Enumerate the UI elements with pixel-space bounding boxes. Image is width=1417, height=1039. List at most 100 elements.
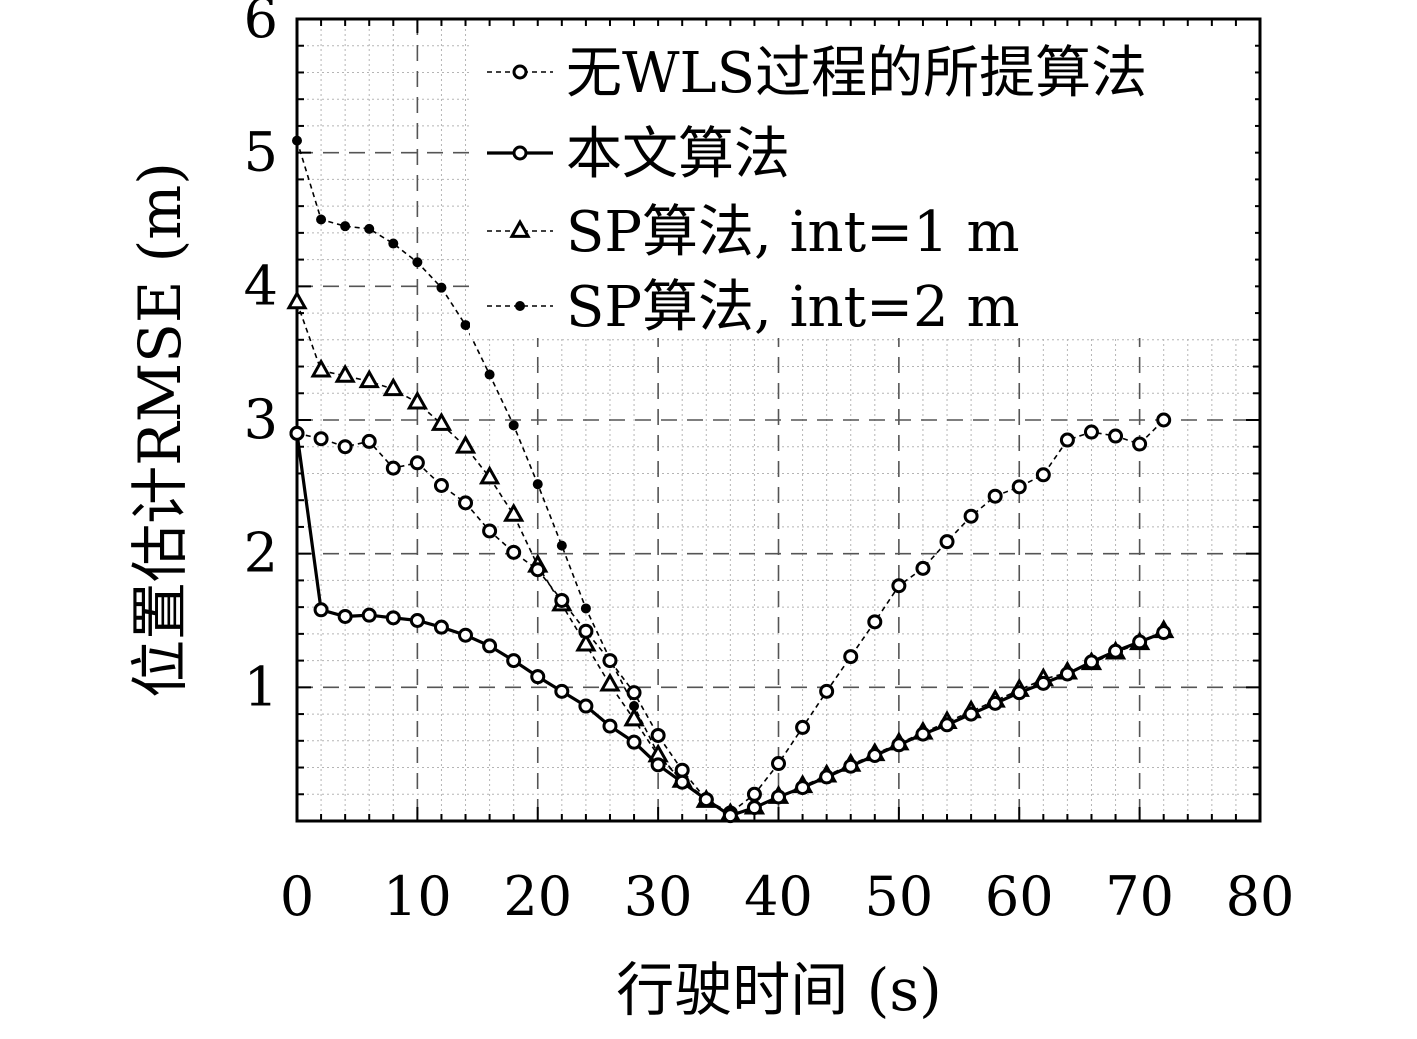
x-tick-label: 30 bbox=[624, 865, 693, 928]
series-3-point bbox=[358, 369, 380, 389]
series-2-point bbox=[722, 808, 738, 824]
series-2-point bbox=[674, 774, 690, 790]
series-1-point bbox=[578, 623, 594, 639]
series-1-point bbox=[313, 431, 329, 447]
x-tick-label: 20 bbox=[503, 865, 572, 928]
series-1-point bbox=[482, 523, 498, 539]
series-1-point bbox=[939, 534, 955, 550]
series-4-point bbox=[316, 214, 327, 225]
x-tick-label: 10 bbox=[383, 865, 452, 928]
series-2-point bbox=[482, 638, 498, 654]
series-2-point bbox=[409, 613, 425, 628]
series-1-point bbox=[843, 649, 859, 665]
series-2-point bbox=[1156, 625, 1172, 641]
series-2-point bbox=[650, 757, 666, 773]
series-4-point bbox=[412, 257, 423, 268]
series-3-point bbox=[334, 363, 356, 383]
series-2-point bbox=[554, 683, 570, 699]
series-2-point bbox=[506, 653, 522, 669]
series-1-point bbox=[385, 460, 401, 476]
series-2-point bbox=[1035, 675, 1051, 691]
x-tick-label: 50 bbox=[865, 865, 934, 928]
series-2-point bbox=[1059, 666, 1075, 682]
series-1-point bbox=[458, 495, 474, 511]
series-1-point bbox=[746, 786, 762, 802]
series-2-point bbox=[313, 602, 329, 618]
legend-label: 本文算法 bbox=[566, 122, 790, 187]
series-2-point bbox=[1108, 643, 1124, 659]
series-1-point bbox=[1132, 436, 1148, 452]
series-2-point bbox=[1011, 685, 1027, 701]
legend-label: 无WLS过程的所提算法 bbox=[566, 41, 1147, 106]
series-2-point bbox=[578, 698, 594, 714]
series-2-point bbox=[458, 627, 474, 643]
series-2-point bbox=[337, 608, 353, 624]
series-1-point bbox=[337, 439, 353, 455]
legend-marker bbox=[509, 218, 531, 238]
series-1-point bbox=[650, 727, 666, 743]
series-1-point bbox=[987, 488, 1003, 504]
series-1-point bbox=[795, 719, 811, 735]
series-1-point bbox=[1108, 428, 1124, 444]
series-2-point bbox=[987, 695, 1003, 711]
series-2-point bbox=[385, 610, 401, 626]
series-2-point bbox=[602, 718, 618, 734]
series-2-point bbox=[939, 717, 955, 733]
series-4-point bbox=[460, 320, 471, 331]
x-tick-label: 70 bbox=[1105, 865, 1174, 928]
series-3-point bbox=[382, 377, 404, 397]
series-1-point bbox=[361, 433, 377, 449]
y-tick-label: 3 bbox=[244, 388, 278, 451]
legend-marker bbox=[512, 145, 528, 161]
series-4-point bbox=[484, 369, 495, 380]
series-1-point bbox=[554, 592, 570, 608]
series-1-point bbox=[891, 578, 907, 594]
series-3-point bbox=[430, 411, 453, 431]
y-tick-label: 1 bbox=[244, 655, 278, 718]
series-2-point bbox=[289, 425, 305, 441]
y-tick-label: 6 bbox=[244, 0, 278, 50]
series-1-point bbox=[1035, 467, 1051, 483]
series-2-point bbox=[891, 737, 907, 753]
series-3-point bbox=[454, 434, 477, 454]
series-2-point bbox=[867, 748, 883, 764]
series-1-point bbox=[1156, 412, 1172, 428]
series-4-point bbox=[340, 221, 351, 232]
series-1-point bbox=[819, 683, 835, 699]
series-4-point bbox=[292, 135, 302, 146]
x-tick-label: 80 bbox=[1226, 865, 1295, 928]
series-2 bbox=[289, 425, 1172, 824]
series-2-point bbox=[698, 792, 714, 808]
series-2-point bbox=[1132, 634, 1148, 650]
series-1-point bbox=[1083, 424, 1099, 440]
series-4-point bbox=[388, 238, 399, 249]
series-2-point bbox=[771, 789, 786, 805]
y-tick-label: 5 bbox=[244, 121, 278, 184]
series-4-point bbox=[436, 282, 447, 293]
series-4-point bbox=[532, 479, 543, 490]
series-2-point bbox=[843, 758, 859, 774]
series-1-point bbox=[506, 544, 522, 560]
series-1-point bbox=[963, 508, 979, 524]
series-3-point bbox=[623, 707, 645, 727]
series-1-point bbox=[530, 562, 546, 578]
series-1-point bbox=[674, 762, 690, 778]
series-1-point bbox=[915, 560, 931, 576]
series-3-point bbox=[503, 502, 525, 522]
y-tick-labels: 1 2 3 4 5 6 bbox=[244, 0, 278, 718]
series-1-point bbox=[867, 614, 883, 630]
series-1-point bbox=[1011, 479, 1027, 495]
series-2-point bbox=[1083, 654, 1099, 670]
legend-box bbox=[470, 26, 1255, 338]
data-series bbox=[286, 135, 1175, 824]
series-1-point bbox=[771, 756, 786, 772]
series-3-point bbox=[599, 672, 621, 692]
series-1-point bbox=[409, 455, 425, 471]
series-1-point bbox=[626, 685, 642, 701]
series-3-point bbox=[575, 632, 597, 652]
series-3-point bbox=[286, 290, 308, 310]
series-1-point bbox=[433, 477, 449, 493]
series-4-point bbox=[508, 420, 519, 431]
